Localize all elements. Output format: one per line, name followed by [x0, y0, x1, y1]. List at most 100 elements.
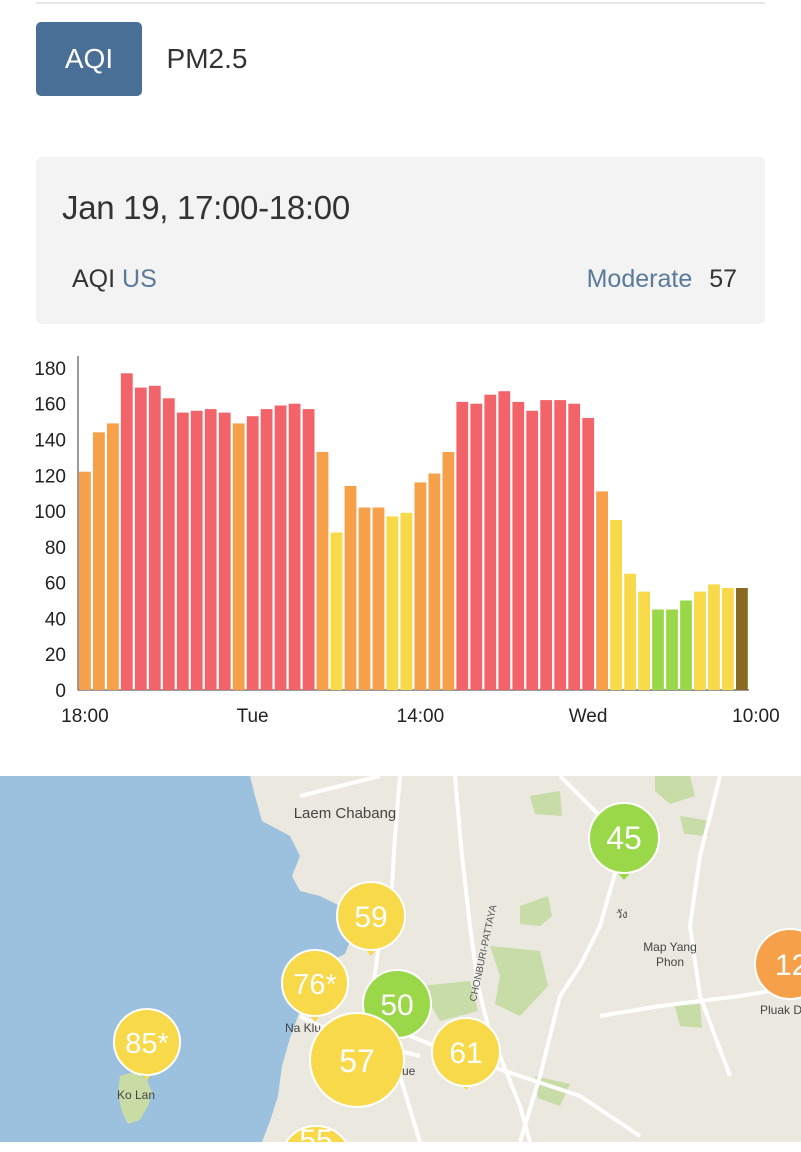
aqi-reading: Moderate 57	[587, 265, 737, 294]
station-marker-61[interactable]: 61	[431, 1017, 501, 1090]
x-tick-label: Wed	[569, 706, 608, 727]
chart-bar[interactable]	[568, 403, 581, 690]
chart-bar[interactable]	[372, 507, 385, 691]
chart-bar[interactable]	[512, 401, 525, 690]
aqi-map[interactable]: Laem Chabang Map Yang Phon Pluak D Na Kl…	[0, 776, 801, 1142]
chart-bar[interactable]	[680, 600, 692, 691]
chart-bar[interactable]	[176, 412, 189, 690]
chart-bar[interactable]	[288, 403, 301, 690]
tab-pm25[interactable]: PM2.5	[166, 43, 248, 74]
chart-bar[interactable]	[708, 584, 720, 690]
chart-bar[interactable]	[400, 512, 413, 690]
chart-bar[interactable]	[638, 591, 650, 690]
chart-bar[interactable]	[456, 401, 469, 690]
chart-bar[interactable]	[107, 423, 119, 690]
park-patch	[490, 946, 548, 1016]
chart-bar[interactable]	[79, 471, 91, 690]
chart-bar[interactable]	[148, 385, 161, 690]
map-markers-layer: 45 59 76* 50 85* 61 55	[113, 802, 801, 1142]
aqi-label: AQI	[72, 265, 116, 293]
chart-bar[interactable]	[134, 387, 147, 690]
hourly-aqi-chart[interactable]: 0 20 40 60 80 100 120 140 160 180 18:00 Tue 14:00 Wed…	[0, 340, 801, 740]
y-tick-label: 160	[34, 395, 66, 416]
chart-bar[interactable]	[358, 507, 371, 691]
chart-bar[interactable]	[204, 409, 217, 690]
chart-bar[interactable]	[596, 491, 608, 690]
chart-bar[interactable]	[246, 416, 259, 690]
station-marker-76[interactable]: 76*	[281, 949, 349, 1022]
aqi-scale-label: AQI US	[72, 265, 157, 294]
chart-bar[interactable]	[344, 486, 357, 690]
marker-value: 76*	[293, 969, 337, 1001]
chart-bar[interactable]	[540, 400, 553, 690]
place-ko-lan: Ko Lan	[117, 1088, 155, 1102]
chart-bar[interactable]	[484, 394, 497, 690]
chart-bar[interactable]	[190, 410, 203, 690]
chart-bar[interactable]	[442, 452, 455, 690]
aqi-value: 57	[709, 265, 737, 293]
marker-value: 45	[606, 820, 642, 856]
chart-bar[interactable]	[330, 532, 343, 691]
tab-aqi[interactable]: AQI	[36, 22, 142, 96]
park-patch	[655, 776, 695, 804]
y-tick-label: 60	[45, 574, 66, 595]
chart-bar[interactable]	[722, 588, 734, 690]
station-marker-45[interactable]: 45	[588, 802, 660, 880]
station-marker-57-selected[interactable]: 57	[309, 1012, 405, 1108]
chart-bar[interactable]	[666, 609, 678, 691]
marker-value: 57	[339, 1043, 375, 1079]
chart-bar[interactable]	[316, 452, 329, 690]
place-map-yang-phon-2: Phon	[656, 955, 684, 969]
chart-bar[interactable]	[218, 412, 231, 690]
marker-value: 55	[299, 1124, 332, 1142]
chart-bar[interactable]	[414, 482, 427, 690]
map-svg: Laem Chabang Map Yang Phon Pluak D Na Kl…	[0, 776, 801, 1142]
map-sea	[0, 776, 352, 1142]
chart-bar[interactable]	[610, 520, 622, 690]
station-marker-50[interactable]: 50	[362, 969, 432, 1044]
chart-bar[interactable]	[302, 409, 315, 690]
chart-bar[interactable]	[582, 418, 595, 690]
y-tick-label: 80	[45, 538, 66, 559]
place-ue: ue	[402, 1064, 416, 1078]
aqi-level: Moderate	[586, 265, 693, 293]
y-tick-label: 180	[34, 359, 66, 380]
station-marker-12[interactable]: 12	[754, 928, 801, 1000]
x-tick-label: 10:00	[732, 706, 780, 727]
place-na-klu: Na Klu	[285, 1021, 321, 1035]
chart-bar[interactable]	[554, 400, 567, 690]
x-tick-label: 14:00	[397, 706, 445, 727]
chart-bar[interactable]	[162, 398, 175, 690]
chart-bar[interactable]	[624, 573, 636, 690]
selected-hour-card: Jan 19, 17:00-18:00 AQI US Moderate 57	[36, 157, 765, 324]
chart-svg: 0 20 40 60 80 100 120 140 160 180 18:00 Tue 14:00 Wed…	[34, 356, 780, 727]
top-divider	[36, 2, 765, 4]
park-patch	[675, 1004, 702, 1028]
chart-bar[interactable]	[386, 516, 399, 690]
chart-bar[interactable]	[274, 405, 287, 691]
station-marker-59[interactable]: 59	[336, 881, 406, 956]
x-tick-label: 18:00	[61, 706, 109, 727]
place-wang: วัง	[616, 909, 628, 921]
chart-bar[interactable]	[498, 391, 511, 690]
marker-value: 50	[380, 989, 413, 1022]
place-laem-chabang: Laem Chabang	[294, 805, 397, 822]
station-marker-85[interactable]: 85*	[113, 1008, 181, 1080]
marker-value: 85*	[125, 1028, 169, 1060]
chart-bar[interactable]	[652, 609, 664, 691]
station-marker-55[interactable]: 55	[280, 1124, 352, 1142]
chart-bar[interactable]	[120, 373, 133, 690]
chart-bar[interactable]	[93, 432, 105, 690]
chart-bar[interactable]	[736, 588, 748, 690]
marker-value: 59	[354, 901, 387, 934]
park-patch	[530, 791, 562, 816]
chart-bar[interactable]	[470, 403, 483, 690]
chart-bar[interactable]	[428, 473, 441, 691]
pollutant-tabs: AQI PM2.5	[36, 22, 272, 96]
chart-bar[interactable]	[260, 409, 273, 690]
chart-bar[interactable]	[232, 423, 245, 690]
aqi-scale-link[interactable]: US	[122, 265, 157, 293]
chart-bar[interactable]	[526, 410, 539, 690]
chart-bar[interactable]	[694, 591, 706, 690]
place-map-yang-phon-1: Map Yang	[643, 940, 697, 954]
